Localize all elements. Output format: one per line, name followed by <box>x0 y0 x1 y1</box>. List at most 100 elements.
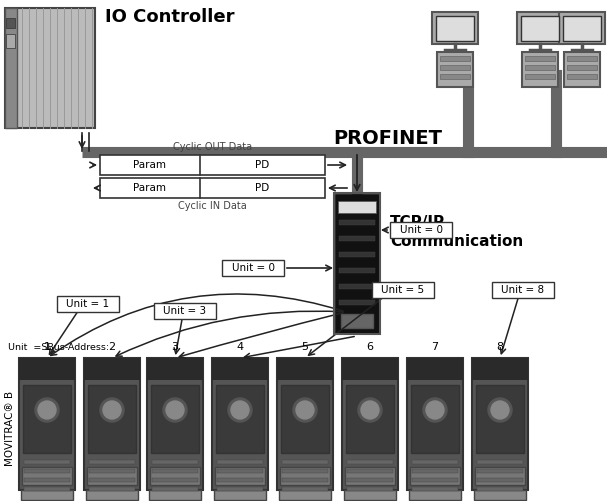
FancyBboxPatch shape <box>407 358 463 380</box>
FancyBboxPatch shape <box>475 467 525 485</box>
Circle shape <box>100 398 124 422</box>
Text: 8: 8 <box>497 342 504 352</box>
FancyBboxPatch shape <box>282 469 328 473</box>
Text: 3: 3 <box>172 342 178 352</box>
FancyBboxPatch shape <box>567 56 597 61</box>
FancyBboxPatch shape <box>88 385 136 453</box>
FancyBboxPatch shape <box>347 460 393 464</box>
Text: Param: Param <box>134 183 166 193</box>
FancyBboxPatch shape <box>492 282 554 298</box>
Circle shape <box>491 401 509 419</box>
Text: 5: 5 <box>302 342 308 352</box>
Text: Unit = 8: Unit = 8 <box>501 285 544 295</box>
FancyBboxPatch shape <box>476 385 524 453</box>
FancyBboxPatch shape <box>412 487 458 491</box>
FancyBboxPatch shape <box>432 12 478 44</box>
FancyBboxPatch shape <box>19 358 75 380</box>
FancyBboxPatch shape <box>347 469 393 473</box>
FancyBboxPatch shape <box>347 487 393 491</box>
Circle shape <box>426 401 444 419</box>
FancyBboxPatch shape <box>277 358 333 380</box>
FancyBboxPatch shape <box>472 358 528 380</box>
Circle shape <box>163 398 187 422</box>
FancyBboxPatch shape <box>6 34 15 48</box>
FancyBboxPatch shape <box>477 478 523 482</box>
FancyBboxPatch shape <box>84 358 140 490</box>
FancyBboxPatch shape <box>521 16 559 41</box>
Text: Unit = 5: Unit = 5 <box>381 285 424 295</box>
FancyBboxPatch shape <box>24 469 70 473</box>
FancyBboxPatch shape <box>339 252 375 257</box>
FancyBboxPatch shape <box>147 358 203 490</box>
FancyBboxPatch shape <box>517 12 563 44</box>
FancyBboxPatch shape <box>281 385 329 453</box>
FancyBboxPatch shape <box>282 478 328 482</box>
FancyBboxPatch shape <box>149 490 201 500</box>
FancyBboxPatch shape <box>22 467 72 485</box>
FancyBboxPatch shape <box>89 487 135 491</box>
Circle shape <box>38 401 56 419</box>
FancyBboxPatch shape <box>277 358 333 490</box>
Text: Unit  =SBus-Address:: Unit =SBus-Address: <box>8 343 109 352</box>
FancyBboxPatch shape <box>87 467 137 485</box>
FancyBboxPatch shape <box>5 8 95 128</box>
Text: Unit = 0: Unit = 0 <box>231 263 274 273</box>
FancyBboxPatch shape <box>341 314 373 328</box>
FancyBboxPatch shape <box>563 16 601 41</box>
FancyBboxPatch shape <box>522 52 558 87</box>
Text: TCP/IP
Communication: TCP/IP Communication <box>390 215 523 248</box>
FancyBboxPatch shape <box>436 16 474 41</box>
Circle shape <box>166 401 184 419</box>
Text: Cyclic OUT Data: Cyclic OUT Data <box>173 142 252 152</box>
Text: 1: 1 <box>44 342 50 352</box>
FancyBboxPatch shape <box>212 358 268 490</box>
Text: MOVITRAC® B: MOVITRAC® B <box>5 390 15 465</box>
FancyBboxPatch shape <box>6 18 15 28</box>
Text: 2: 2 <box>109 342 115 352</box>
FancyBboxPatch shape <box>338 201 376 213</box>
FancyBboxPatch shape <box>57 296 119 312</box>
Text: 6: 6 <box>367 342 373 352</box>
FancyBboxPatch shape <box>24 487 70 491</box>
Circle shape <box>358 398 382 422</box>
FancyBboxPatch shape <box>344 490 396 500</box>
FancyBboxPatch shape <box>477 469 523 473</box>
Text: IO Controller: IO Controller <box>105 8 234 26</box>
FancyBboxPatch shape <box>279 490 331 500</box>
Circle shape <box>228 398 252 422</box>
Circle shape <box>231 401 249 419</box>
FancyBboxPatch shape <box>437 52 473 87</box>
FancyBboxPatch shape <box>372 282 434 298</box>
FancyBboxPatch shape <box>346 385 394 453</box>
FancyBboxPatch shape <box>24 460 70 464</box>
FancyBboxPatch shape <box>409 490 461 500</box>
FancyBboxPatch shape <box>147 358 203 380</box>
FancyBboxPatch shape <box>84 358 140 380</box>
FancyBboxPatch shape <box>474 490 526 500</box>
FancyBboxPatch shape <box>222 260 284 276</box>
Text: PD: PD <box>256 160 270 170</box>
FancyBboxPatch shape <box>412 478 458 482</box>
Circle shape <box>488 398 512 422</box>
FancyBboxPatch shape <box>282 460 328 464</box>
FancyBboxPatch shape <box>477 460 523 464</box>
FancyBboxPatch shape <box>525 56 555 61</box>
FancyBboxPatch shape <box>339 268 375 273</box>
FancyBboxPatch shape <box>342 358 398 490</box>
FancyBboxPatch shape <box>567 74 597 79</box>
FancyBboxPatch shape <box>342 358 398 380</box>
FancyBboxPatch shape <box>152 478 198 482</box>
Text: Unit = 0: Unit = 0 <box>399 225 443 235</box>
FancyBboxPatch shape <box>21 490 73 500</box>
FancyBboxPatch shape <box>217 469 263 473</box>
Circle shape <box>293 398 317 422</box>
Text: PROFINET: PROFINET <box>333 129 442 148</box>
FancyBboxPatch shape <box>339 220 375 225</box>
Text: Unit = 3: Unit = 3 <box>163 306 206 316</box>
FancyBboxPatch shape <box>152 487 198 491</box>
FancyBboxPatch shape <box>150 467 200 485</box>
FancyBboxPatch shape <box>89 460 135 464</box>
FancyBboxPatch shape <box>217 478 263 482</box>
Text: PD: PD <box>256 183 270 193</box>
FancyBboxPatch shape <box>282 487 328 491</box>
